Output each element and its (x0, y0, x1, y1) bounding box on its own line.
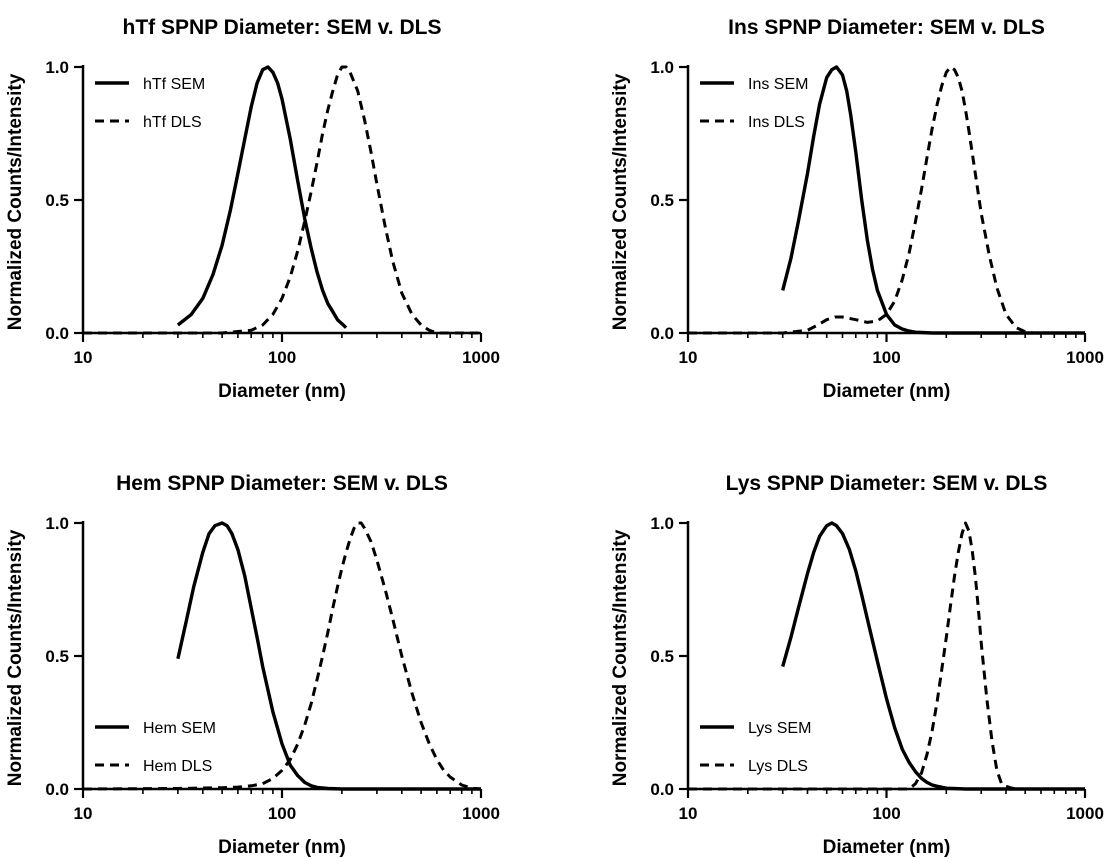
y-tick-label: 1.0 (650, 514, 674, 533)
x-tick-label: 1000 (462, 804, 500, 823)
chart-title: Hem SPNP Diameter: SEM v. DLS (116, 472, 448, 495)
y-tick-label: 0.5 (650, 191, 674, 210)
chart-title: Lys SPNP Diameter: SEM v. DLS (726, 472, 1048, 495)
legend-label: Lys DLS (748, 758, 808, 775)
y-axis-label: Normalized Counts/Intensity (5, 529, 26, 786)
y-tick-label: 0.0 (45, 324, 69, 343)
x-tick-label: 10 (74, 804, 93, 823)
y-axis-label: Normalized Counts/Intensity (5, 73, 26, 330)
legend-label: Hem DLS (143, 758, 212, 775)
x-tick-label: 10 (679, 348, 698, 367)
y-tick-label: 0.5 (650, 647, 674, 666)
series-line-htf-dls (83, 65, 481, 335)
legend-label: Ins SEM (748, 76, 808, 93)
series-line-ins-sem (781, 65, 1085, 335)
chart-panel-1: hTf SPNP Diameter: SEM v. DLS 10 100 1000 0.… (5, 16, 500, 402)
x-tick-label: 1000 (1066, 348, 1104, 367)
x-axis-label: Diameter (nm) (823, 837, 951, 858)
x-axis-label: Diameter (nm) (218, 837, 346, 858)
y-tick-label: 0.0 (650, 324, 674, 343)
y-tick-label: 1.0 (45, 514, 69, 533)
chart-title: Ins SPNP Diameter: SEM v. DLS (728, 16, 1045, 39)
x-tick-label: 100 (872, 348, 900, 367)
legend-label: hTf SEM (143, 76, 205, 93)
x-tick-label: 10 (679, 804, 698, 823)
chart-panel-3: Hem SPNP Diameter: SEM v. DLS 10 100 1000 0.… (5, 472, 500, 858)
x-tick-label: 10 (74, 348, 93, 367)
x-tick-label: 1000 (462, 348, 500, 367)
y-tick-label: 0.5 (45, 191, 69, 210)
x-tick-label: 100 (872, 804, 900, 823)
y-axis-label: Normalized Counts/Intensity (610, 529, 631, 786)
x-tick-label: 1000 (1066, 804, 1104, 823)
series-line-htf-sem (176, 65, 348, 329)
y-tick-label: 1.0 (650, 58, 674, 77)
x-tick-label: 100 (268, 804, 296, 823)
x-axis-label: Diameter (nm) (823, 381, 951, 402)
series-line-ins-dls (688, 65, 1085, 335)
y-tick-label: 0.0 (650, 780, 674, 799)
legend-label: Lys SEM (748, 720, 811, 737)
chart-panel-2: Ins SPNP Diameter: SEM v. DLS 10 100 1000 0.… (610, 16, 1104, 402)
chart-panel-4: Lys SPNP Diameter: SEM v. DLS 10 100 1000 0.… (610, 472, 1104, 858)
series-line-hem-sem (176, 521, 481, 791)
legend-label: hTf DLS (143, 114, 202, 131)
y-axis-label: Normalized Counts/Intensity (610, 73, 631, 330)
series-line-lys-dls (688, 521, 1085, 791)
series-line-hem-dls (82, 521, 482, 791)
y-tick-label: 1.0 (45, 58, 69, 77)
x-tick-label: 100 (268, 348, 296, 367)
x-axis-label: Diameter (nm) (218, 381, 346, 402)
y-tick-label: 0.5 (45, 647, 69, 666)
chart-title: hTf SPNP Diameter: SEM v. DLS (123, 16, 442, 39)
y-tick-label: 0.0 (45, 780, 69, 799)
legend-label: Ins DLS (748, 114, 805, 131)
series-line-lys-sem (781, 521, 1085, 791)
legend-label: Hem SEM (143, 720, 216, 737)
